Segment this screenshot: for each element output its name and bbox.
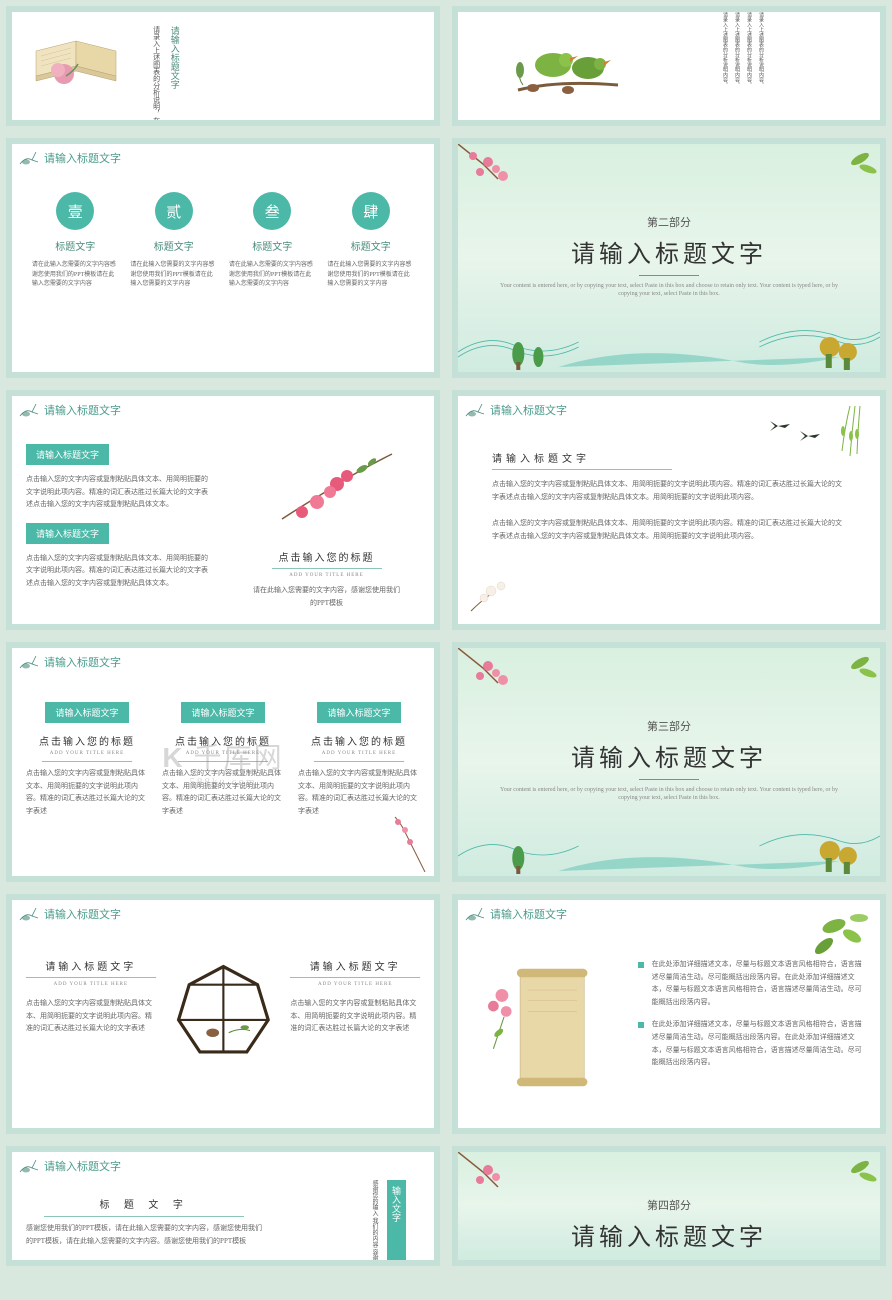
hills-illustration xyxy=(458,786,880,876)
slide-label: 请输入标题文字 xyxy=(44,402,121,418)
bird-corner-icon xyxy=(18,906,42,926)
slide-6: 请输入标题文字 请输入标题文字 点击输入您的文字内容或复制粘贴具体文本、用简明扼… xyxy=(452,390,886,630)
title-button-1: 请输入标题文字 xyxy=(26,444,109,465)
badge-3: 叁 xyxy=(253,192,291,230)
col-c: 请输入标题文字 点击输入您的标题 ADD YOUR TITLE HERE 点击输… xyxy=(298,702,420,817)
right-vertical: 感谢您的输入 我们的内容 容谢您的输入 输入文字 xyxy=(368,1180,406,1266)
slide-11: 请输入标题文字 感谢您的输入 我们的内容 容谢您的输入 输入文字 标 题 文 字… xyxy=(6,1146,440,1266)
hills-illustration xyxy=(458,282,880,372)
slide-7: 请输入标题文字 K 千库网 588ku.com 请输入标题文字 点击输入您的标题… xyxy=(6,642,440,882)
left-text: 请输入标题文字 ADD YOUR TITLE HERE 点击输入您的文字内容或复… xyxy=(26,958,156,1035)
vertical-text-block: 请录入上述图表的分析说明，在此录入上述图表的分析说明，在此录入图表的合分析说明。… xyxy=(150,26,183,126)
white-flower-icon xyxy=(466,566,526,616)
slide-label: 请输入标题文字 xyxy=(490,402,567,418)
right-block: 点击输入您的标题 ADD YOUR TITLE HERE 请在此输入您需要的文字… xyxy=(233,444,420,609)
slide-3: 请输入标题文字 壹 标题文字 请在此输入您需要的文字内容感谢您使用我们的PPT模… xyxy=(6,138,440,378)
leaf-corner-icon xyxy=(820,648,880,698)
bullet-list: 在此处添加详细描述文本，尽量与标题文本语言风格相符合，语言描述尽量简洁生动。尽可… xyxy=(638,958,866,1102)
bird-corner-icon xyxy=(18,1158,42,1178)
right-text: 请输入标题文字 ADD YOUR TITLE HERE 点击输入您的文字内容或复… xyxy=(290,958,420,1035)
bird-corner-icon xyxy=(18,402,42,422)
slide-grid: 请录入上述图表的分析说明，在此录入上述图表的分析说明，在此录入图表的合分析说明。… xyxy=(6,6,886,1266)
section-3-divider: 第三部分 请输入标题文字 Your content is entered her… xyxy=(452,642,886,882)
scroll-illust xyxy=(472,958,622,1102)
swallows-willow-icon xyxy=(750,406,870,506)
slide-5: 请输入标题文字 请输入标题文字 点击输入您的文字内容或复制粘贴具体文本、用简明扼… xyxy=(6,390,440,630)
section-2-divider: 第二部分 请输入标题文字 Your content is entered her… xyxy=(452,138,886,378)
flower-branch-icon xyxy=(252,444,402,544)
leaves-icon xyxy=(784,906,874,976)
col-b: 请输入标题文字 点击输入您的标题 ADD YOUR TITLE HERE 点击输… xyxy=(162,702,284,817)
leaf-corner-icon xyxy=(820,1152,880,1202)
section-4-divider: 第四部分 请输入标题文字 xyxy=(452,1146,886,1266)
col-3: 叁 标题文字 请在此输入您需要的文字内容感谢您使用我们的PPT模板请在此输入您需… xyxy=(229,192,316,290)
slide-label: 请输入标题文字 xyxy=(490,906,567,922)
window-frame-icon xyxy=(170,958,277,1070)
slide-9: 请输入标题文字 请输入标题文字 ADD YOUR TITLE HERE 点击输入… xyxy=(6,894,440,1134)
bird-corner-icon xyxy=(18,150,42,170)
bird-corner-icon xyxy=(464,402,488,422)
branch-icon xyxy=(380,812,430,872)
slide-1: 请录入上述图表的分析说明，在此录入上述图表的分析说明，在此录入图表的合分析说明。… xyxy=(6,6,440,126)
flower-corner-icon xyxy=(458,144,548,214)
slide-label: 请输入标题文字 xyxy=(44,150,121,166)
slide-label: 请输入标题文字 xyxy=(44,1158,121,1174)
badge-2: 贰 xyxy=(155,192,193,230)
col-4: 肆 标题文字 请在此输入您需要的文字内容感谢您使用我们的PPT模板请在此输入您需… xyxy=(327,192,414,290)
slide-label: 请输入标题文字 xyxy=(44,654,121,670)
col-2: 贰 标题文字 请在此输入您需要的文字内容感谢您使用我们的PPT模板请在此输入您需… xyxy=(130,192,217,290)
slide-2: 请录入上述图表的分析说明内容。 请录入上述图表的分析说明内容。 请录入上述图表的… xyxy=(452,6,886,126)
book-illustration xyxy=(26,26,136,96)
col-a: 请输入标题文字 点击输入您的标题 ADD YOUR TITLE HERE 点击输… xyxy=(26,702,148,817)
bird-corner-icon xyxy=(18,654,42,674)
title-button-2: 请输入标题文字 xyxy=(26,523,109,544)
flower-corner-icon xyxy=(458,648,548,718)
four-column-layout: 壹 标题文字 请在此输入您需要的文字内容感谢您使用我们的PPT模板请在此输入您需… xyxy=(26,192,420,290)
leaf-corner-icon xyxy=(820,144,880,194)
vertical-columns: 请录入上述图表的分析说明内容。 请录入上述图表的分析说明内容。 请录入上述图表的… xyxy=(720,12,870,87)
badge-4: 肆 xyxy=(352,192,390,230)
slide-label: 请输入标题文字 xyxy=(44,906,121,922)
birds-illustration xyxy=(498,10,658,120)
left-block: 请输入标题文字 点击输入您的文字内容或复制粘贴具体文本、用简明扼要的文字说明此项… xyxy=(26,444,213,609)
badge-1: 壹 xyxy=(56,192,94,230)
col-1: 壹 标题文字 请在此输入您需要的文字内容感谢您使用我们的PPT模板请在此输入您需… xyxy=(32,192,119,290)
slide-10: 请输入标题文字 在此处添加详细描述文本，尽 xyxy=(452,894,886,1134)
bird-corner-icon xyxy=(464,906,488,926)
